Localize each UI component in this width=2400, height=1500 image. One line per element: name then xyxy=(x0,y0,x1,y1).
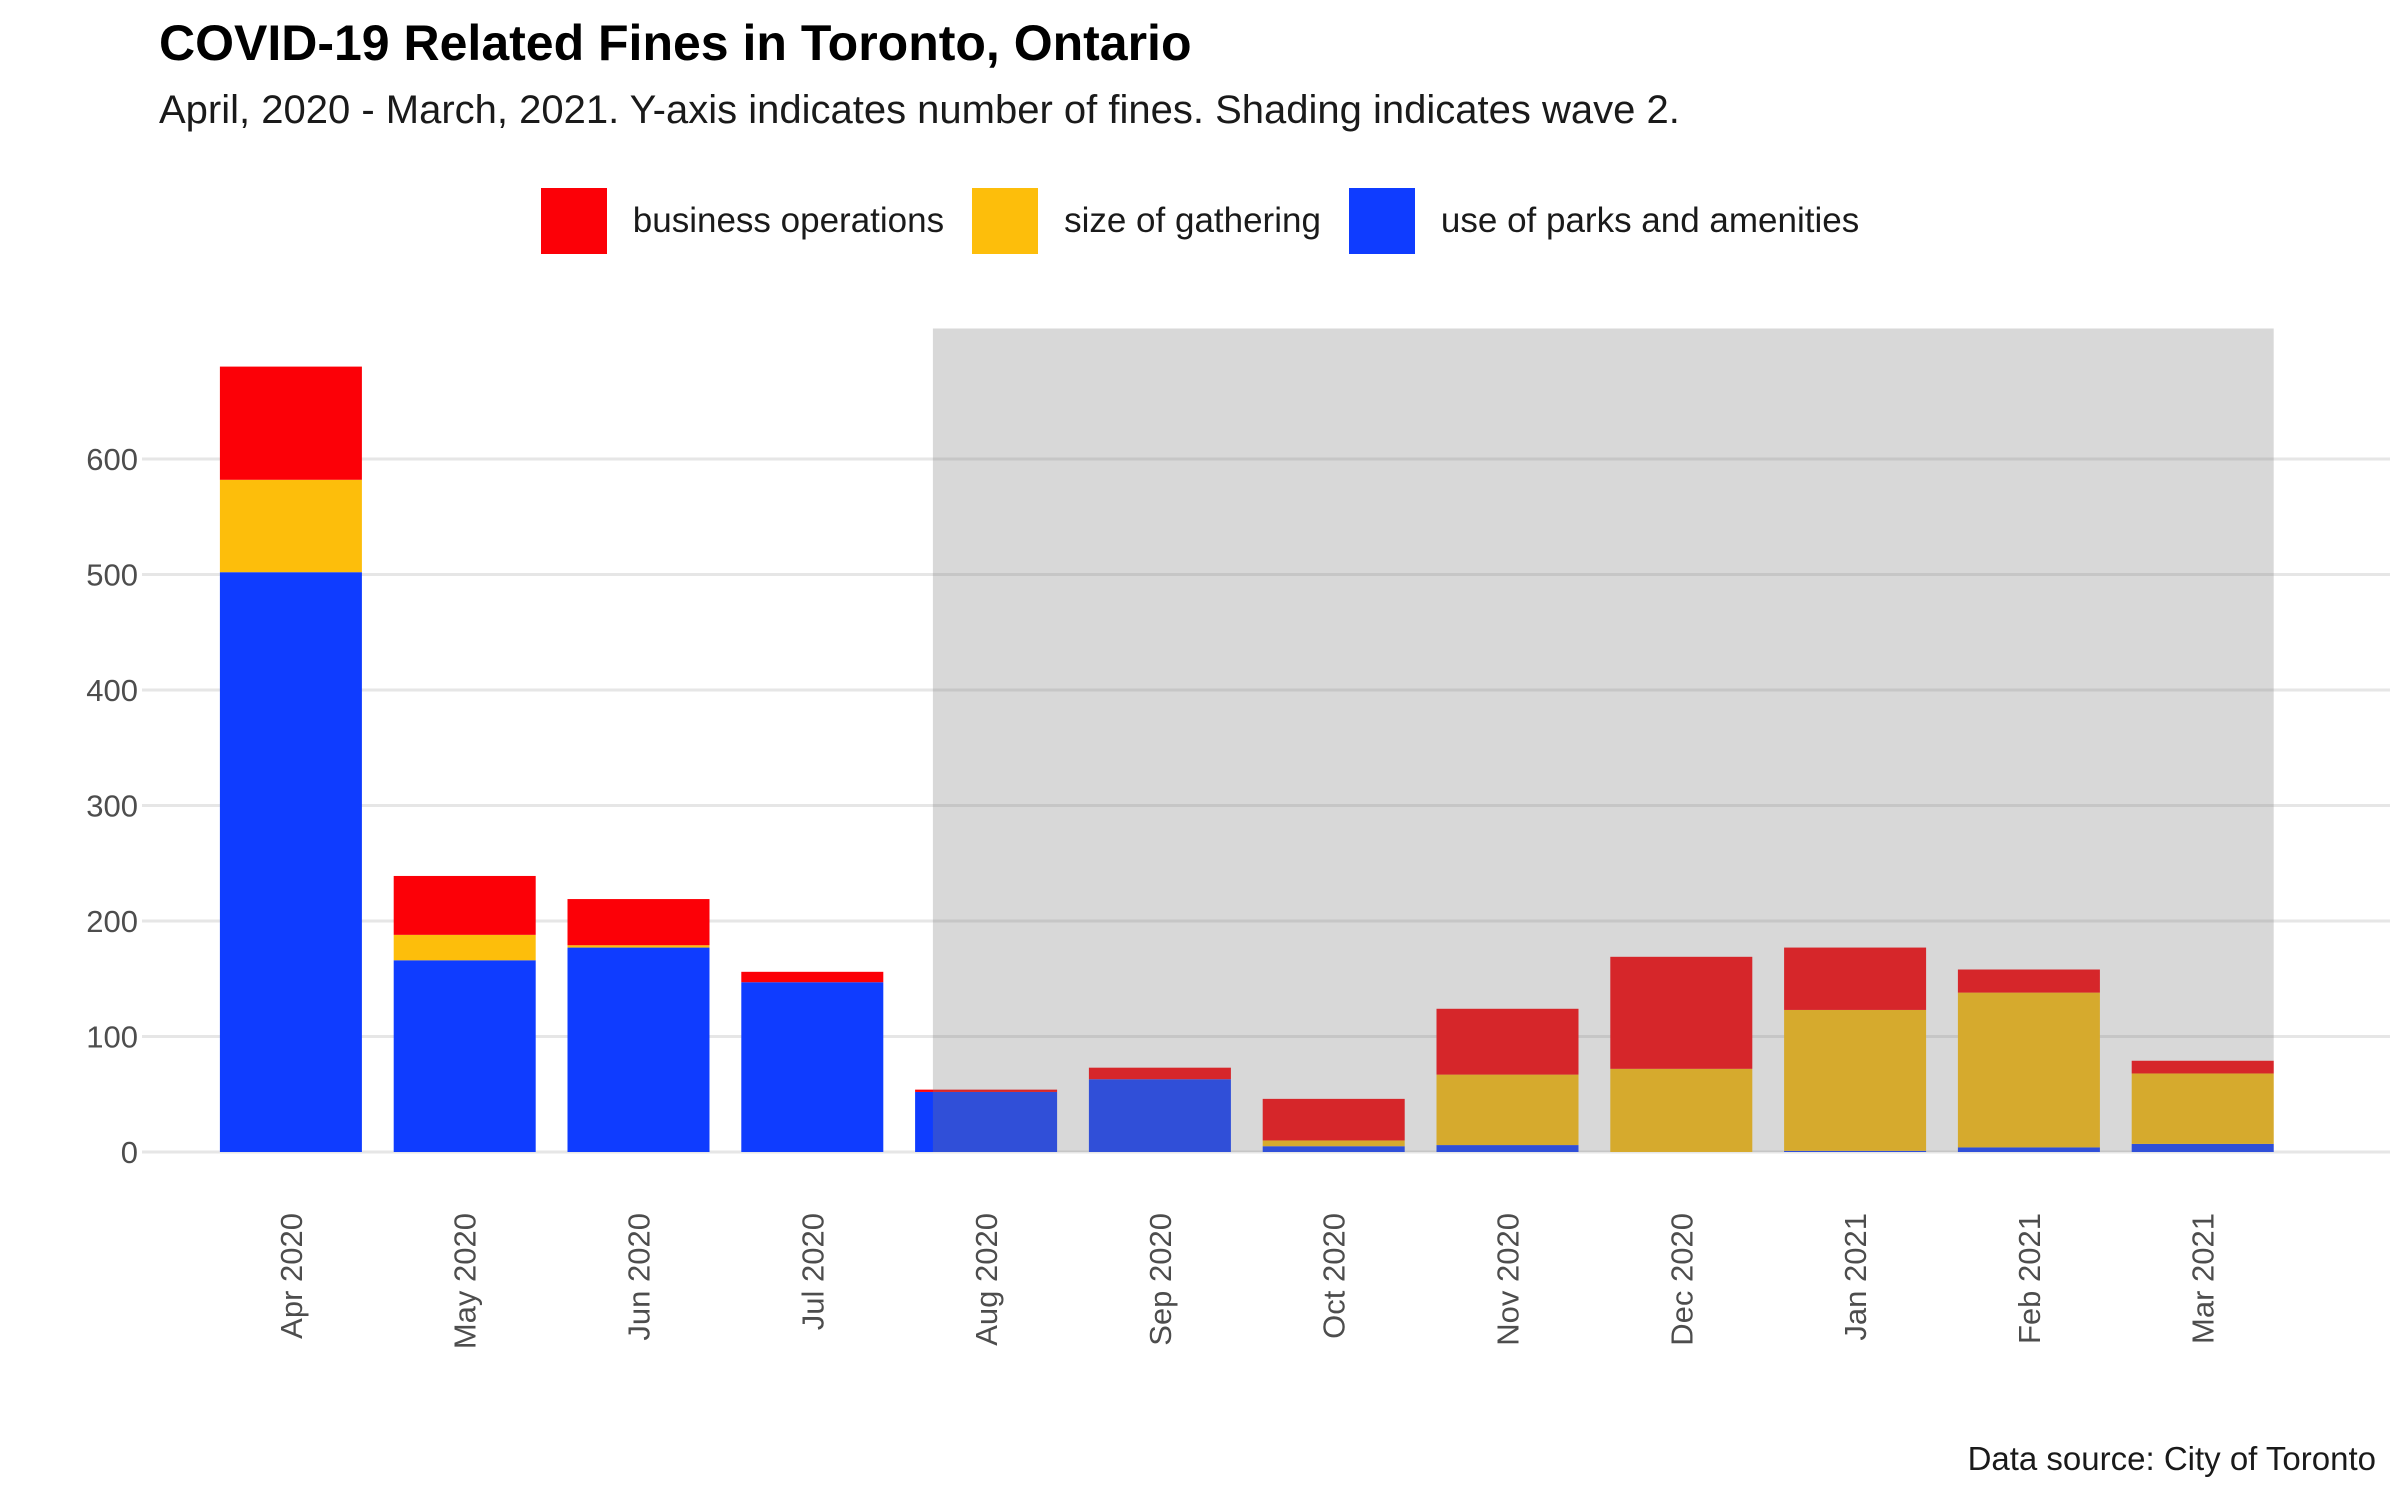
bar-segment xyxy=(1957,1147,2100,1152)
bar-segment xyxy=(1436,1074,1579,1146)
legend-label: business operations xyxy=(632,201,945,240)
y-tick-label: 400 xyxy=(86,673,138,708)
legend-swatch xyxy=(540,188,607,254)
bar-segment xyxy=(393,875,536,935)
bar-segment xyxy=(1262,1146,1405,1152)
legend-label: size of gathering xyxy=(1064,201,1321,240)
bar-segment xyxy=(567,945,710,948)
chart-title: COVID-19 Related Fines in Toronto, Ontar… xyxy=(159,15,1192,71)
bar-segment xyxy=(219,366,362,480)
x-tick-label: Jul 2020 xyxy=(795,1213,830,1330)
bar-segment xyxy=(741,971,884,983)
bar-segment xyxy=(741,982,884,1152)
bar-segment xyxy=(1262,1098,1405,1141)
bar-segment xyxy=(1784,947,1927,1010)
x-tick-label: Sep 2020 xyxy=(1143,1213,1178,1346)
legend: business operations size of gathering use … xyxy=(0,186,2400,256)
legend-item: size of gathering xyxy=(972,188,1321,254)
x-tick-label: Jun 2020 xyxy=(622,1213,657,1341)
bar-segment xyxy=(1610,1068,1753,1152)
x-tick-label: May 2020 xyxy=(448,1213,483,1349)
x-tick-label: Oct 2020 xyxy=(1317,1213,1352,1339)
bar-segment xyxy=(2131,1073,2274,1144)
y-tick-label: 0 xyxy=(121,1135,138,1170)
y-tick-label: 600 xyxy=(86,442,138,477)
x-tick-label: Jan 2021 xyxy=(1838,1213,1873,1341)
legend-item: use of parks and amenities xyxy=(1348,188,1860,254)
legend-label: use of parks and amenities xyxy=(1440,201,1860,240)
bar-segment xyxy=(393,934,536,961)
x-tick-label: Dec 2020 xyxy=(1664,1213,1699,1346)
bar-segment xyxy=(1088,1079,1231,1152)
y-tick-label: 300 xyxy=(86,789,138,824)
x-tick-label: Feb 2021 xyxy=(2012,1213,2047,1344)
y-tick-label: 100 xyxy=(86,1020,138,1055)
x-tick-label: Mar 2021 xyxy=(2186,1213,2221,1344)
bar-segment xyxy=(1088,1067,1231,1080)
bar-segment xyxy=(1262,1140,1405,1147)
bar-segment xyxy=(1784,1150,1927,1152)
chart-caption: Data source: City of Toronto xyxy=(1967,1440,2376,1477)
bar-segment xyxy=(393,960,536,1152)
x-tick-label: Apr 2020 xyxy=(274,1213,309,1339)
bar-segment xyxy=(915,1091,1058,1152)
bar-segment xyxy=(219,479,362,573)
x-tick-label: Aug 2020 xyxy=(969,1213,1004,1346)
chart-subtitle: April, 2020 - March, 2021. Y-axis indica… xyxy=(159,88,1680,132)
legend-swatch xyxy=(972,188,1039,254)
bar-segment xyxy=(1436,1008,1579,1075)
bar-segment xyxy=(1610,956,1753,1069)
bar-segment xyxy=(567,899,710,946)
bar-segment xyxy=(567,947,710,1152)
y-tick-label: 200 xyxy=(86,904,138,939)
bar-segment xyxy=(1784,1009,1927,1151)
bar-segment xyxy=(915,1089,1058,1092)
y-tick-label: 500 xyxy=(86,558,138,593)
bar-segment xyxy=(1957,992,2100,1148)
shaded-region-wave-2 xyxy=(932,328,2274,1152)
legend-swatch xyxy=(1348,188,1415,254)
bar-segment xyxy=(1436,1145,1579,1152)
bar-segment xyxy=(2131,1060,2274,1074)
bar-segment xyxy=(2131,1143,2274,1152)
bar-segment xyxy=(219,572,362,1152)
bar-segment xyxy=(1957,969,2100,993)
legend-item: business operations xyxy=(540,188,945,254)
x-tick-label: Nov 2020 xyxy=(1491,1213,1526,1346)
